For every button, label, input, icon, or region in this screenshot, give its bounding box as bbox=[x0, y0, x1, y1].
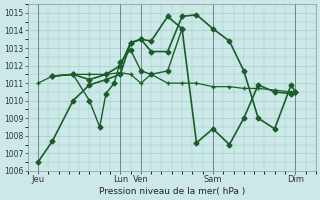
X-axis label: Pression niveau de la mer( hPa ): Pression niveau de la mer( hPa ) bbox=[99, 187, 245, 196]
